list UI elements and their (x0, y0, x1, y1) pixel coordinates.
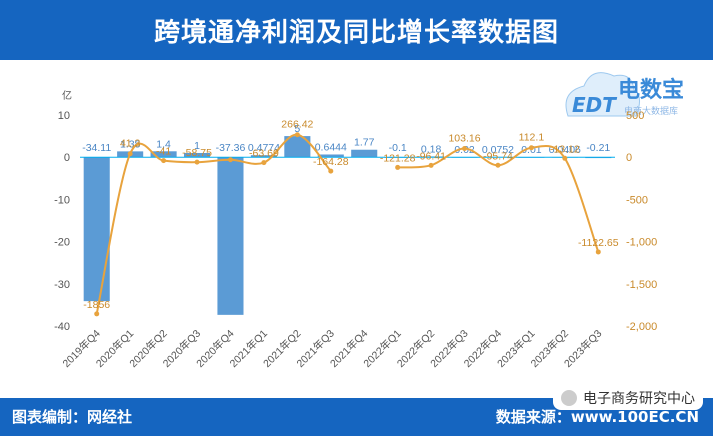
line-label: 112.1 (519, 132, 545, 144)
bar-label: 0.0752 (482, 144, 514, 156)
line-point (495, 162, 501, 168)
y-right-tick: 0 (626, 152, 632, 164)
line-label: -1122.65 (578, 237, 619, 249)
line-point (94, 311, 100, 317)
bar-label: -37.36 (216, 142, 246, 154)
y-right-tick: -1,000 (626, 237, 657, 249)
logo-brand: 电数宝 (618, 77, 684, 103)
line-label: 266.42 (281, 119, 313, 131)
y-right-tick: 500 (626, 110, 644, 122)
bar-label: 0.4774 (248, 142, 280, 154)
cloud-icon (565, 72, 640, 117)
bar-label: -0.1 (389, 142, 407, 154)
line-point (194, 159, 200, 165)
bar-label: 1 (194, 140, 200, 152)
y-left-unit: 亿 (62, 89, 72, 102)
logo-mark: EDT (572, 93, 617, 117)
line-label: -121.28 (380, 152, 416, 164)
bar-label: 0.0406 (549, 144, 581, 156)
line-point (395, 164, 401, 170)
watermark-text: 电子商务研究中心 (583, 391, 695, 407)
bar (250, 155, 277, 158)
bar (150, 151, 177, 158)
bar (351, 149, 378, 158)
watermark: 电子商务研究中心 (553, 386, 703, 410)
line-label: 103.16 (448, 132, 480, 144)
bar-label: 0.6444 (315, 141, 347, 153)
bar (183, 152, 211, 158)
line-label: -58.75 (182, 147, 212, 159)
line-label: -63.69 (249, 148, 279, 160)
y-right-tick: -1,500 (626, 279, 657, 291)
line-label: -41 (156, 146, 171, 158)
line-point (261, 160, 267, 166)
wechat-icon (561, 390, 577, 406)
y-right-tick: -500 (626, 194, 648, 206)
y-left-tick: -20 (54, 237, 70, 249)
y-left-tick: -10 (54, 194, 70, 206)
line-point (528, 145, 534, 151)
bar-label: -34.11 (82, 142, 111, 154)
line-point (428, 162, 434, 168)
line-point (127, 151, 133, 157)
y-left-tick: 10 (58, 110, 70, 122)
bar (83, 157, 110, 302)
header-bar: 跨境通净利润及同比增长率数据图 (0, 0, 713, 60)
bar-label: 1.77 (354, 137, 375, 149)
line-label: -95.74 (483, 150, 513, 162)
line-point (294, 132, 300, 138)
line-point (562, 155, 568, 161)
bar (317, 154, 344, 158)
bar (217, 157, 244, 315)
y-right-tick: -2,000 (626, 321, 657, 333)
line-point (595, 249, 601, 255)
bar (284, 136, 311, 158)
y-left-tick: -30 (54, 279, 70, 291)
page-title: 跨境通净利润及同比增长率数据图 (153, 17, 559, 48)
bar-label: 1.4 (156, 138, 171, 150)
bar-label: 5 (294, 123, 300, 135)
bar-label: -0.21 (586, 142, 610, 154)
line-point (328, 168, 334, 174)
bar-label: 0.18 (421, 143, 442, 155)
data-source: 数据来源：www.100EC.CN (495, 408, 699, 426)
line-label: -1856 (83, 299, 110, 311)
y-left-tick: 0 (64, 152, 70, 164)
line-label: -13.12 (550, 143, 580, 155)
line-label: -96.41 (416, 150, 446, 162)
line-point (227, 157, 233, 163)
growth-line (95, 133, 332, 315)
line-point (161, 158, 167, 164)
line-label: -164.28 (313, 156, 349, 168)
line-point (462, 145, 468, 151)
logo-subtitle: 电商大数据库 (624, 105, 678, 117)
line-label: 41.3 (120, 138, 141, 150)
y-left-tick: -40 (54, 321, 70, 333)
chart-credit: 图表编制：网经社 (12, 408, 133, 426)
bar-label: 1.38 (120, 138, 141, 150)
